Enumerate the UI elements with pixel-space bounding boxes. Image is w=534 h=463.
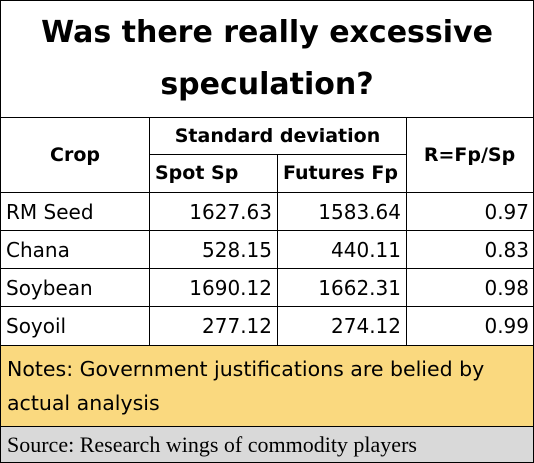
grid-line-h-row2 (1, 268, 533, 269)
title-line-1: Was there really excessive (41, 15, 493, 50)
grid-line-v3 (406, 118, 407, 345)
title-block: Was there really excessive speculation? (1, 1, 533, 118)
notes-box: Notes: Government justifications are bel… (1, 345, 533, 427)
row-3-spot: 277.12 (202, 314, 272, 338)
source-line: Source: Research wings of commodity play… (1, 427, 533, 462)
header-futures: Futures Fp (283, 162, 398, 184)
row-3-ratio: 0.99 (484, 314, 529, 338)
row-2-spot: 1690.12 (189, 276, 272, 300)
header-ratio: R=Fp/Sp (423, 144, 516, 166)
row-0-crop: RM Seed (6, 200, 94, 224)
row-1-crop: Chana (6, 238, 70, 262)
row-2-ratio: 0.98 (484, 276, 529, 300)
row-0-ratio: 0.97 (484, 200, 529, 224)
row-0-futures: 1583.64 (318, 200, 401, 224)
row-2-futures: 1662.31 (318, 276, 401, 300)
grid-line-h-row1 (1, 230, 533, 231)
row-1-ratio: 0.83 (484, 238, 529, 262)
grid-line-v1 (149, 118, 150, 345)
grid-line-h-subheader (149, 154, 406, 155)
header-standard-deviation: Standard deviation (174, 125, 381, 147)
row-1-spot: 528.15 (202, 238, 272, 262)
grid-line-h-row3 (1, 306, 533, 307)
row-3-crop: Soyoil (6, 314, 67, 338)
grid-line-v2 (277, 154, 278, 345)
row-0-spot: 1627.63 (189, 200, 272, 224)
header-spot: Spot Sp (155, 162, 239, 184)
header-crop: Crop (50, 144, 100, 166)
grid-line-h-header (1, 192, 533, 193)
title-line-2: speculation? (160, 67, 374, 102)
row-2-crop: Soybean (6, 276, 93, 300)
row-1-futures: 440.11 (331, 238, 401, 262)
row-3-futures: 274.12 (331, 314, 401, 338)
